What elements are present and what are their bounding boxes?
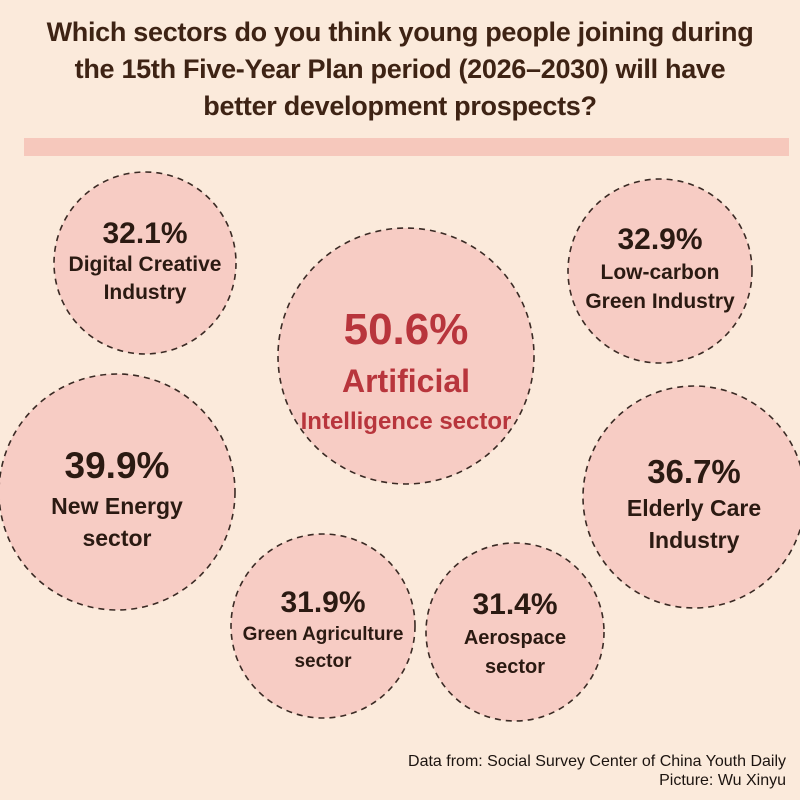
bubble-value-low-carbon-green: 32.9% [617,223,702,256]
bubble-label-green-agriculture-line-2: sector [294,651,352,672]
bubble-circle-low-carbon-green [567,178,753,364]
footer: Data from: Social Survey Center of China… [408,752,786,790]
bubble-label-artificial-intelligence-line-2: Intelligence sector [301,408,512,435]
bubble-value-artificial-intelligence: 50.6% [344,305,469,354]
bubble-label-aerospace-line-1: Aerospace [464,627,566,649]
bubble-label-digital-creative-line-1: Digital Creative [69,253,222,276]
bubble-label-new-energy-line-2: sector [82,525,151,551]
chart-title: Which sectors do you think young people … [0,14,800,125]
bubble-circle-aerospace [425,542,605,722]
bubble-value-digital-creative: 32.1% [102,217,187,250]
chart-title-line-1: Which sectors do you think young people … [46,17,754,47]
bubble-value-elderly-care: 36.7% [647,453,741,490]
bubble-circle-new-energy [0,373,236,611]
picture-credit: Picture: Wu Xinyu [659,772,786,789]
bubble-artificial-intelligence: 50.6% Artificial Intelligence sector [277,227,535,485]
bubble-elderly-care: 36.7% Elderly Care Industry [582,385,800,609]
bubble-label-artificial-intelligence-line-1: Artificial [342,363,470,399]
bubble-value-aerospace: 31.4% [472,588,557,621]
bubble-circle-elderly-care [582,385,800,609]
bubble-label-elderly-care-line-2: Industry [649,527,740,553]
bubble-aerospace: 31.4% Aerospace sector [425,542,605,722]
chart-title-line-3: better development prospects? [203,91,597,121]
bubble-label-digital-creative-line-2: Industry [104,281,187,304]
bubble-label-elderly-care-line-1: Elderly Care [627,495,761,521]
bubble-label-low-carbon-green-line-2: Green Industry [585,290,735,313]
bubble-digital-creative: 32.1% Digital Creative Industry [53,171,237,355]
bubble-circle-digital-creative [53,171,237,355]
bubble-label-aerospace-line-2: sector [485,656,545,678]
bubble-new-energy: 39.9% New Energy sector [0,373,236,611]
bubble-value-green-agriculture: 31.9% [280,586,365,619]
bubble-label-low-carbon-green-line-1: Low-carbon [601,261,720,284]
chart-title-line-2: the 15th Five-Year Plan period (2026–203… [74,54,726,84]
bubble-circle-artificial-intelligence [277,227,535,485]
bubble-value-new-energy: 39.9% [65,445,170,486]
bubble-circle-green-agriculture [230,533,416,719]
bubble-label-green-agriculture-line-1: Green Agriculture [243,624,404,645]
bubble-green-agriculture: 31.9% Green Agriculture sector [230,533,416,719]
source-credit: Data from: Social Survey Center of China… [408,753,786,770]
bubble-low-carbon-green: 32.9% Low-carbon Green Industry [567,178,753,364]
title-underline-band [24,138,789,156]
bubble-label-new-energy-line-1: New Energy [51,493,183,519]
